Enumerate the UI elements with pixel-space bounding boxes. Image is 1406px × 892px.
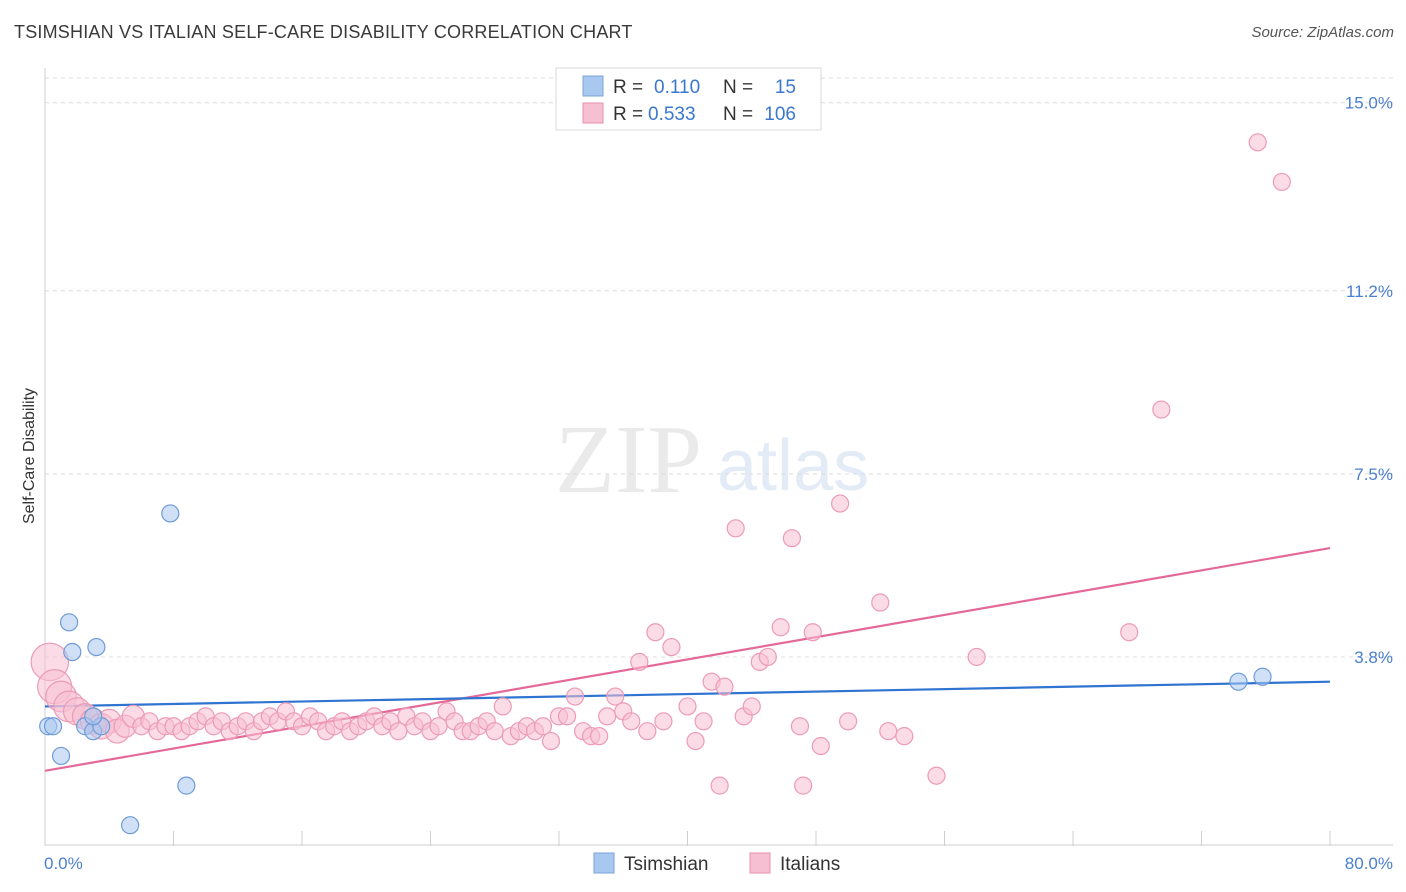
italians-point — [541, 731, 561, 751]
y-tick-label: 7.5% — [1354, 465, 1393, 484]
legend-r-value-1: 0.110 — [654, 77, 700, 98]
italians-point — [771, 618, 790, 637]
legend-n-value-1: 15 — [775, 77, 796, 98]
tsimshian-point — [121, 816, 140, 835]
series-italians — [30, 133, 1291, 795]
italians-point — [726, 519, 745, 538]
italians-point — [927, 766, 946, 785]
y-tick-label: 11.2% — [1346, 282, 1393, 301]
legend-swatch-italians — [582, 102, 604, 124]
italians-point — [686, 731, 705, 751]
tsimshian-point — [87, 637, 106, 657]
x-tick-label-max: 80.0% — [1345, 854, 1393, 873]
italians-point — [895, 727, 914, 746]
italians-point — [967, 647, 986, 667]
italians-point — [871, 593, 890, 612]
x-tick-label-min: 0.0% — [44, 854, 83, 873]
italians-point — [493, 697, 512, 716]
italians-point — [429, 717, 448, 736]
italians-point — [758, 647, 777, 667]
legend-n-value-2: 106 — [764, 104, 796, 125]
italians-point — [715, 677, 734, 696]
tsimshian-point — [84, 707, 103, 726]
italians-point — [710, 776, 729, 795]
legend-swatch-tsimshian — [582, 75, 604, 97]
tsimshian-point — [59, 613, 79, 632]
tsimshian-point — [63, 642, 82, 662]
data-points — [30, 133, 1291, 835]
italians-point — [803, 623, 822, 642]
italians-point — [654, 712, 673, 731]
italians-point — [782, 529, 802, 548]
italians-point — [811, 736, 830, 756]
tsimshian-point — [177, 776, 196, 795]
italians-point — [557, 707, 577, 726]
y-tick-labels: 3.8% 7.5% 11.2% 15.0% — [1345, 94, 1393, 667]
italians-point — [630, 652, 649, 672]
tsimshian-point — [161, 504, 180, 523]
tsimshian-point — [51, 746, 71, 766]
y-axis-label: Self-Care Disability — [21, 388, 38, 524]
bottom-legend: Tsimshian Italians — [593, 852, 840, 875]
y-tick-label: 3.8% — [1354, 648, 1393, 667]
bottom-legend-swatch-italians — [749, 852, 771, 874]
italians-point — [742, 697, 761, 716]
italians-point — [598, 707, 617, 726]
legend-r-label-1: R = — [613, 77, 643, 98]
watermark-zip: ZIP — [555, 406, 702, 514]
italians-point — [839, 712, 858, 731]
axes — [44, 68, 1393, 846]
gridlines — [45, 77, 1393, 658]
tsimshian-trend-line — [44, 680, 1331, 708]
italians-point — [638, 722, 657, 741]
bottom-legend-label-tsimshian: Tsimshian — [624, 854, 708, 875]
italians-point — [646, 623, 665, 642]
italians-point — [565, 687, 585, 706]
italians-point — [1272, 172, 1291, 192]
italians-point — [606, 687, 625, 706]
italians-point — [790, 717, 810, 736]
italians-point — [694, 712, 713, 731]
legend-r-value-2: 0.533 — [648, 104, 696, 125]
italians-point — [1152, 400, 1171, 419]
italians-point — [533, 717, 553, 736]
italians-point — [830, 494, 850, 513]
bottom-legend-swatch-tsimshian — [593, 852, 615, 874]
tsimshian-point — [1253, 667, 1272, 686]
italians-point — [622, 712, 641, 731]
watermark-atlas: atlas — [717, 426, 869, 506]
bottom-legend-label-italians: Italians — [780, 854, 840, 875]
italians-point — [879, 722, 898, 741]
watermark: ZIP atlas — [555, 406, 869, 514]
italians-point — [389, 722, 408, 741]
italians-point — [590, 727, 609, 746]
legend: R = 0.110 N = 15 R = 0.533 N = 106 — [555, 67, 822, 131]
legend-n-label-1: N = — [723, 77, 753, 98]
italians-point — [1248, 133, 1267, 152]
series-tsimshian — [39, 504, 1272, 835]
legend-n-label-2: N = — [723, 104, 753, 125]
tsimshian-point — [43, 717, 63, 736]
italians-point — [678, 697, 697, 716]
italians-point — [1120, 623, 1139, 642]
source-label: Source: ZipAtlas.com — [1251, 24, 1394, 41]
italians-point — [485, 722, 504, 741]
legend-r-label-2: R = — [613, 104, 643, 125]
italians-point — [662, 637, 681, 657]
italians-point — [794, 776, 813, 795]
y-tick-label: 15.0% — [1345, 94, 1393, 113]
tsimshian-point — [1229, 672, 1248, 691]
chart-title: TSIMSHIAN VS ITALIAN SELF-CARE DISABILIT… — [14, 22, 633, 42]
